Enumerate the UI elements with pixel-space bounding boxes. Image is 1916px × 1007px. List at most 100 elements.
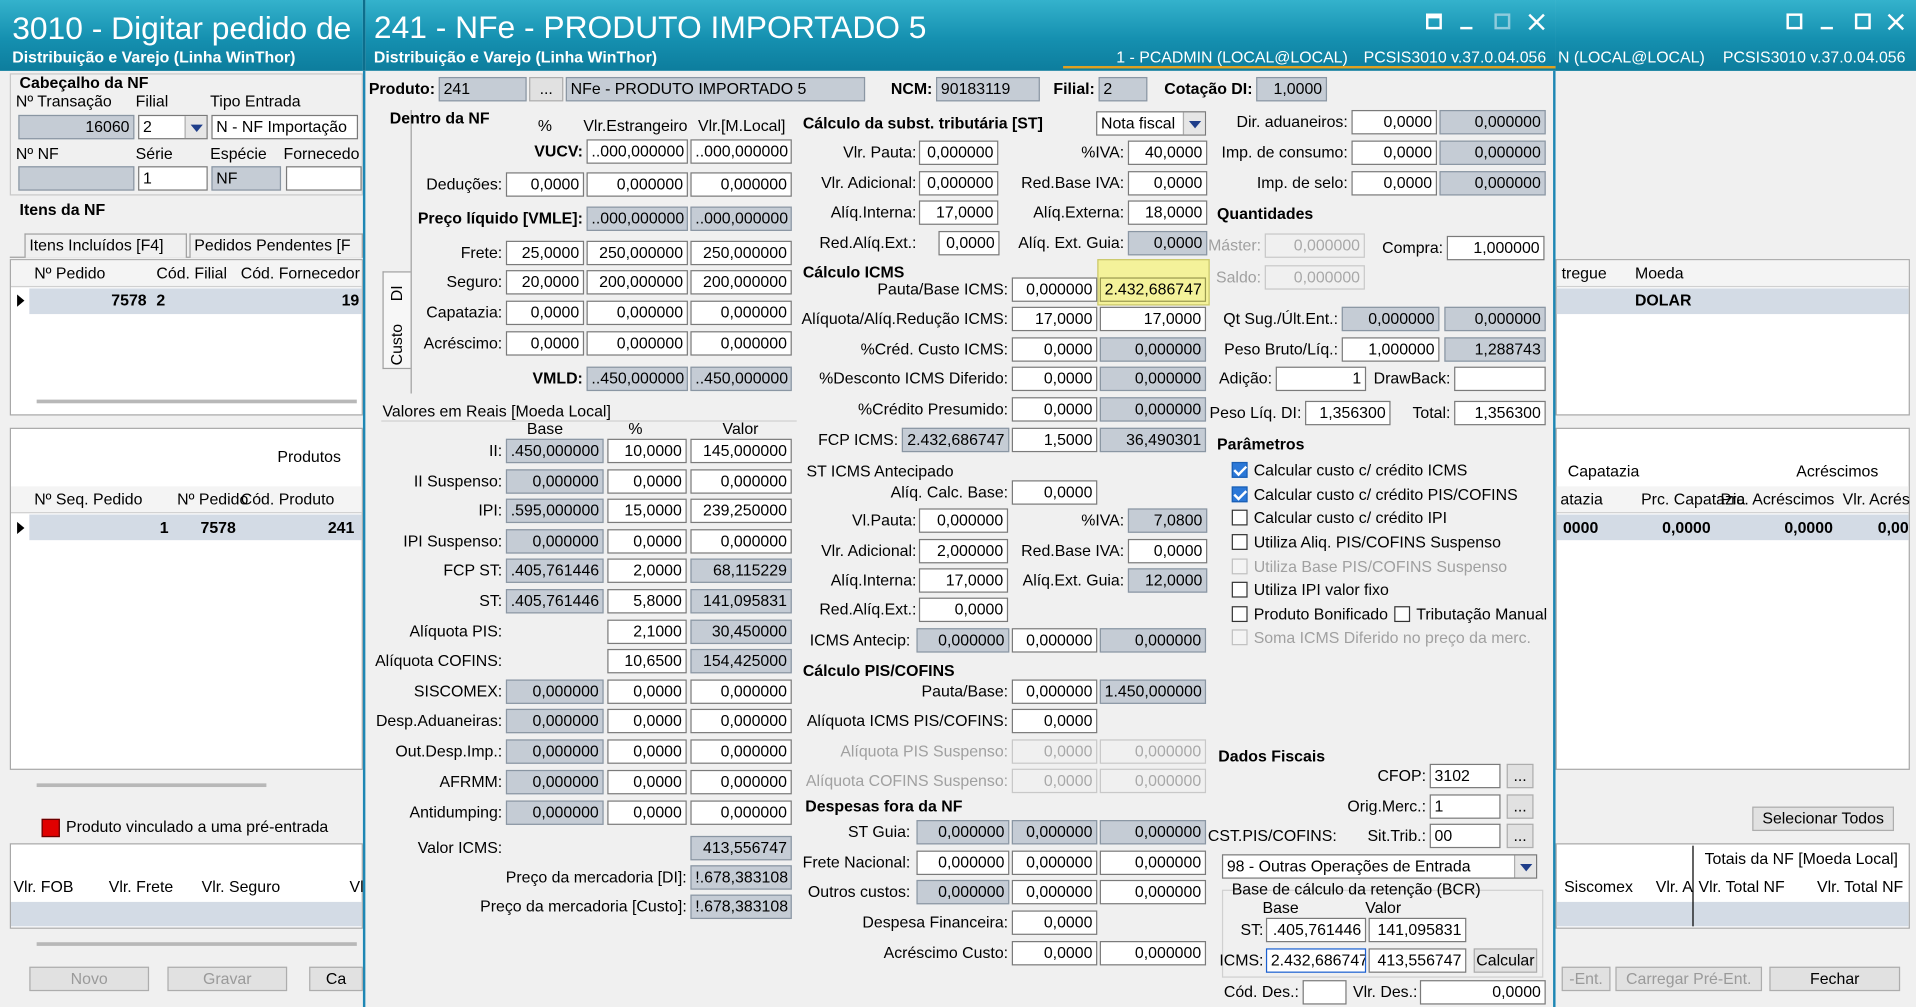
field[interactable]: 1 [1275, 366, 1367, 392]
field[interactable]: 0,000000 [586, 172, 688, 197]
field[interactable]: 0,0000 [1011, 337, 1098, 362]
empty-field[interactable] [285, 166, 362, 191]
field[interactable]: 0,0000 [918, 597, 1009, 623]
field[interactable]: 0,0000 [1419, 980, 1546, 1005]
field[interactable]: 0,000000 [690, 529, 792, 554]
field[interactable]: 0,000000 [690, 800, 792, 825]
button[interactable]: Ca [309, 966, 363, 992]
checkbox[interactable] [1231, 509, 1248, 526]
button[interactable]: Selecionar Todos [1752, 806, 1895, 832]
field[interactable]: 0,0000 [1011, 366, 1098, 392]
field[interactable]: 1,000000 [1341, 337, 1440, 362]
field[interactable]: 200,000000 [586, 270, 688, 295]
field[interactable]: 10,0000 [607, 438, 687, 464]
field[interactable]: 1,356300 [1305, 400, 1391, 426]
field[interactable]: 0,000000 [1011, 850, 1098, 876]
field[interactable]: 10,6500 [607, 648, 687, 674]
tab[interactable]: Pedidos Pendentes [F [189, 233, 363, 258]
field[interactable]: 0,0000 [505, 331, 585, 356]
field[interactable]: 0,000000 [1011, 277, 1098, 302]
field[interactable]: 1 [138, 166, 208, 191]
field[interactable]: 0,000000 [690, 769, 792, 795]
field[interactable]: 0,000000 [690, 469, 792, 494]
field[interactable]: 1,000000 [1446, 235, 1545, 261]
field[interactable]: 0,000000 [690, 739, 792, 764]
checkbox[interactable] [1231, 534, 1248, 550]
field[interactable]: ..000,000000 [690, 139, 792, 164]
button[interactable]: ... [1506, 763, 1534, 789]
field[interactable]: ..000,000000 [586, 139, 688, 164]
field[interactable]: 0,0000 [607, 708, 687, 734]
field[interactable]: 0,0000 [938, 230, 1000, 256]
dropdown[interactable]: 98 - Outras Operações de Entrada [1221, 854, 1538, 879]
field[interactable]: 25,0000 [505, 240, 585, 266]
field[interactable]: 0,0000 [1011, 480, 1098, 505]
field[interactable]: 0,000000 [918, 508, 1009, 533]
field[interactable]: 2,1000 [607, 619, 687, 645]
field[interactable]: 0,0000 [607, 739, 687, 764]
side-tab[interactable]: Custo [387, 323, 406, 366]
field[interactable]: 239,250000 [690, 498, 792, 524]
field[interactable]: 0,000000 [1099, 879, 1207, 905]
field[interactable]: 0,0000 [1011, 397, 1098, 422]
field[interactable]: 200,000000 [690, 270, 792, 295]
field[interactable]: 0,0000 [1127, 538, 1208, 564]
field[interactable]: 0,000000 [1099, 850, 1207, 876]
field[interactable]: N - NF Importação [211, 114, 359, 140]
field[interactable]: 0,0000 [1351, 140, 1438, 165]
field[interactable]: 0,0000 [505, 300, 585, 326]
field[interactable]: 18,0000 [1127, 200, 1208, 225]
field[interactable]: 250,000000 [586, 240, 688, 266]
empty-field[interactable] [1302, 980, 1347, 1005]
field[interactable]: 0,0000 [607, 800, 687, 825]
field[interactable]: 141,095831 [1368, 917, 1467, 943]
tab[interactable]: Itens Incluídos [F4] [24, 233, 187, 258]
field[interactable]: 0,000000 [690, 172, 792, 197]
field[interactable]: 2,0000 [607, 558, 687, 583]
field[interactable]: 0,0000 [1351, 109, 1438, 135]
side-tab[interactable]: DI [387, 285, 406, 302]
field[interactable]: 0,0000 [1011, 941, 1098, 966]
field[interactable]: 3102 [1429, 763, 1501, 789]
empty-field[interactable] [1454, 366, 1546, 392]
checkbox[interactable] [1231, 486, 1248, 503]
checkbox[interactable] [1231, 581, 1248, 598]
field[interactable]: 40,0000 [1127, 140, 1208, 165]
field[interactable]: 5,8000 [607, 589, 687, 614]
field[interactable]: 15,0000 [607, 498, 687, 524]
field[interactable]: 0,0000 [505, 172, 585, 197]
checkbox[interactable] [1394, 606, 1411, 623]
field[interactable]: 0,0000 [607, 679, 687, 704]
field[interactable]: 0,0000 [1351, 171, 1438, 196]
field[interactable]: 0,000000 [1011, 679, 1098, 704]
button[interactable]: ... [529, 76, 564, 102]
field[interactable]: 0,000000 [690, 300, 792, 326]
dropdown[interactable]: Nota fiscal [1096, 111, 1207, 136]
field[interactable]: 1,5000 [1011, 427, 1098, 453]
button[interactable]: ... [1506, 794, 1534, 819]
field[interactable]: 0,000000 [1099, 941, 1207, 966]
field[interactable]: 0,0000 [607, 469, 687, 494]
field[interactable]: 0,0000 [607, 529, 687, 554]
button[interactable]: ... [1506, 823, 1534, 849]
field[interactable]: 0,000000 [690, 679, 792, 704]
field[interactable]: 1,356300 [1454, 400, 1546, 426]
field[interactable]: .405,761446 [1265, 917, 1367, 943]
field[interactable]: 17,0000 [918, 200, 999, 225]
field[interactable]: 145,000000 [690, 438, 792, 464]
button[interactable]: -Ent. [1561, 966, 1611, 992]
button[interactable]: Fechar [1769, 966, 1901, 992]
field[interactable]: 17,0000 [1011, 306, 1098, 332]
button[interactable]: Carregar Pré-Ent. [1615, 966, 1763, 992]
field[interactable]: 0,0000 [607, 769, 687, 795]
field[interactable]: 1 [1429, 794, 1501, 819]
field[interactable]: 2,000000 [918, 538, 1009, 564]
field[interactable]: 0,000000 [918, 140, 999, 165]
checkbox[interactable] [1231, 461, 1248, 478]
field[interactable]: 0,000000 [586, 331, 688, 356]
field[interactable]: 413,556747 [1368, 948, 1467, 973]
field[interactable]: 0,000000 [586, 300, 688, 326]
field[interactable]: 17,0000 [1099, 306, 1207, 332]
field[interactable]: 0,000000 [690, 708, 792, 734]
field[interactable]: 0,000000 [916, 850, 1010, 876]
